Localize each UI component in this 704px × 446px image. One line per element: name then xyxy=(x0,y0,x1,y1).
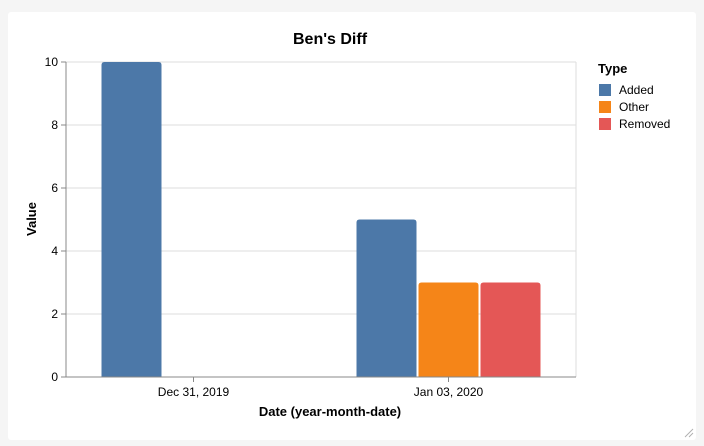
x-tick-labels: Dec 31, 2019 Jan 03, 2020 xyxy=(158,385,484,399)
chart-title: Ben's Diff xyxy=(293,31,368,48)
y-tick-label: 10 xyxy=(45,55,59,69)
y-tick-label: 0 xyxy=(51,370,58,384)
y-axis-title: Value xyxy=(24,202,39,236)
legend-label-other: Other xyxy=(619,100,649,114)
y-tick-label: 2 xyxy=(51,307,58,321)
axes xyxy=(61,61,576,382)
legend-swatch-added xyxy=(599,84,611,96)
x-tick-label: Jan 03, 2020 xyxy=(414,385,484,399)
y-tick-label: 8 xyxy=(51,118,58,132)
chart-svg: 0 2 4 6 8 10 Dec 31, 2019 Jan 03, 2020 Ben's D… xyxy=(24,31,670,419)
legend-label-added: Added xyxy=(619,83,654,97)
chart-panel: 0 2 4 6 8 10 Dec 31, 2019 Jan 03, 2020 Ben's D… xyxy=(8,12,696,440)
x-tick-label: Dec 31, 2019 xyxy=(158,385,230,399)
y-tick-labels: 0 2 4 6 8 10 xyxy=(45,55,59,384)
bar-added-0[interactable] xyxy=(101,62,162,377)
resize-grip-icon[interactable] xyxy=(682,426,694,438)
legend: Type Added Other Removed xyxy=(598,61,670,131)
bar-removed-1[interactable] xyxy=(480,282,541,378)
bars xyxy=(101,62,541,378)
legend-swatch-removed xyxy=(599,118,611,130)
x-axis-title: Date (year-month-date) xyxy=(259,404,401,419)
y-tick-label: 6 xyxy=(51,181,58,195)
legend-swatch-other xyxy=(599,101,611,113)
y-tick-label: 4 xyxy=(51,244,58,258)
bar-added-1[interactable] xyxy=(356,219,417,378)
legend-title: Type xyxy=(598,61,627,76)
bar-other-1[interactable] xyxy=(418,282,479,378)
legend-label-removed: Removed xyxy=(619,117,670,131)
